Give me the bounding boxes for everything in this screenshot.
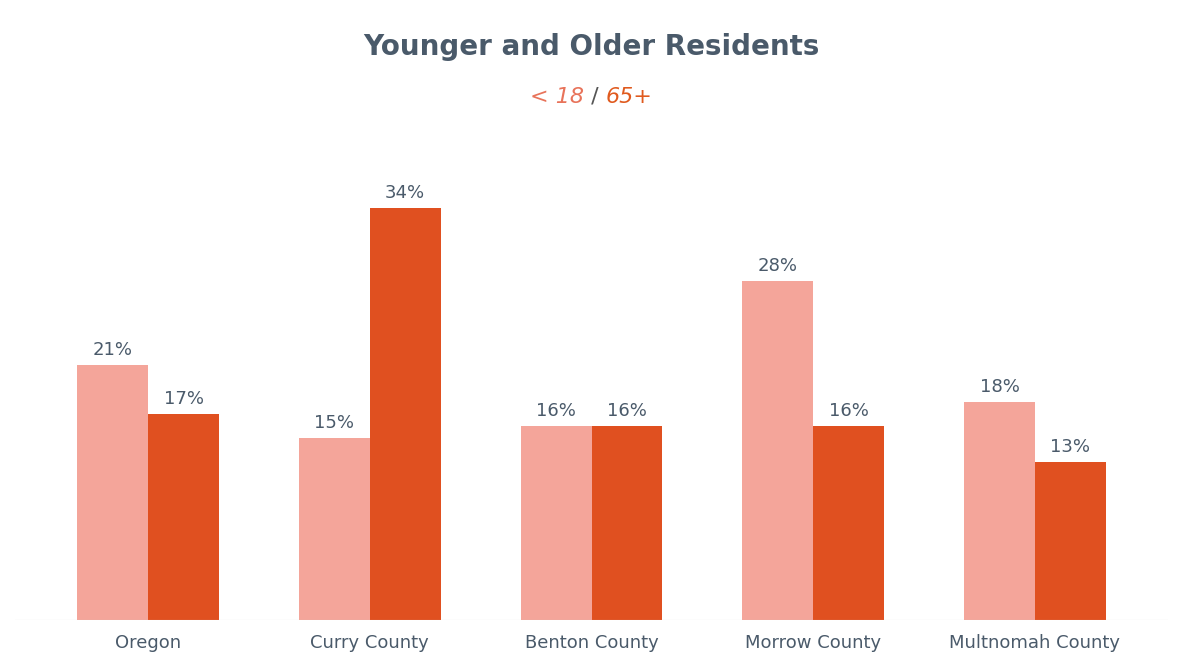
Text: 18%: 18% [980,378,1020,396]
Bar [592,426,662,620]
Bar [77,366,148,620]
Text: Younger and Older Residents: Younger and Older Residents [363,33,820,61]
Bar [299,438,370,620]
Bar [742,281,813,620]
Bar [813,426,884,620]
Text: 17%: 17% [163,390,203,408]
Text: 16%: 16% [607,402,647,420]
Text: 34%: 34% [386,183,426,201]
Bar [521,426,592,620]
Text: 21%: 21% [92,342,132,360]
Text: 16%: 16% [536,402,576,420]
Bar [1035,462,1106,620]
Text: 15%: 15% [315,414,354,432]
Text: 13%: 13% [1051,438,1091,456]
Text: < 18: < 18 [530,87,584,107]
Text: 28%: 28% [758,257,797,275]
Bar [148,414,219,620]
Bar [370,208,441,620]
Bar [964,402,1035,620]
Text: 65+: 65+ [606,87,653,107]
Text: 16%: 16% [829,402,868,420]
Text: /: / [584,87,606,107]
